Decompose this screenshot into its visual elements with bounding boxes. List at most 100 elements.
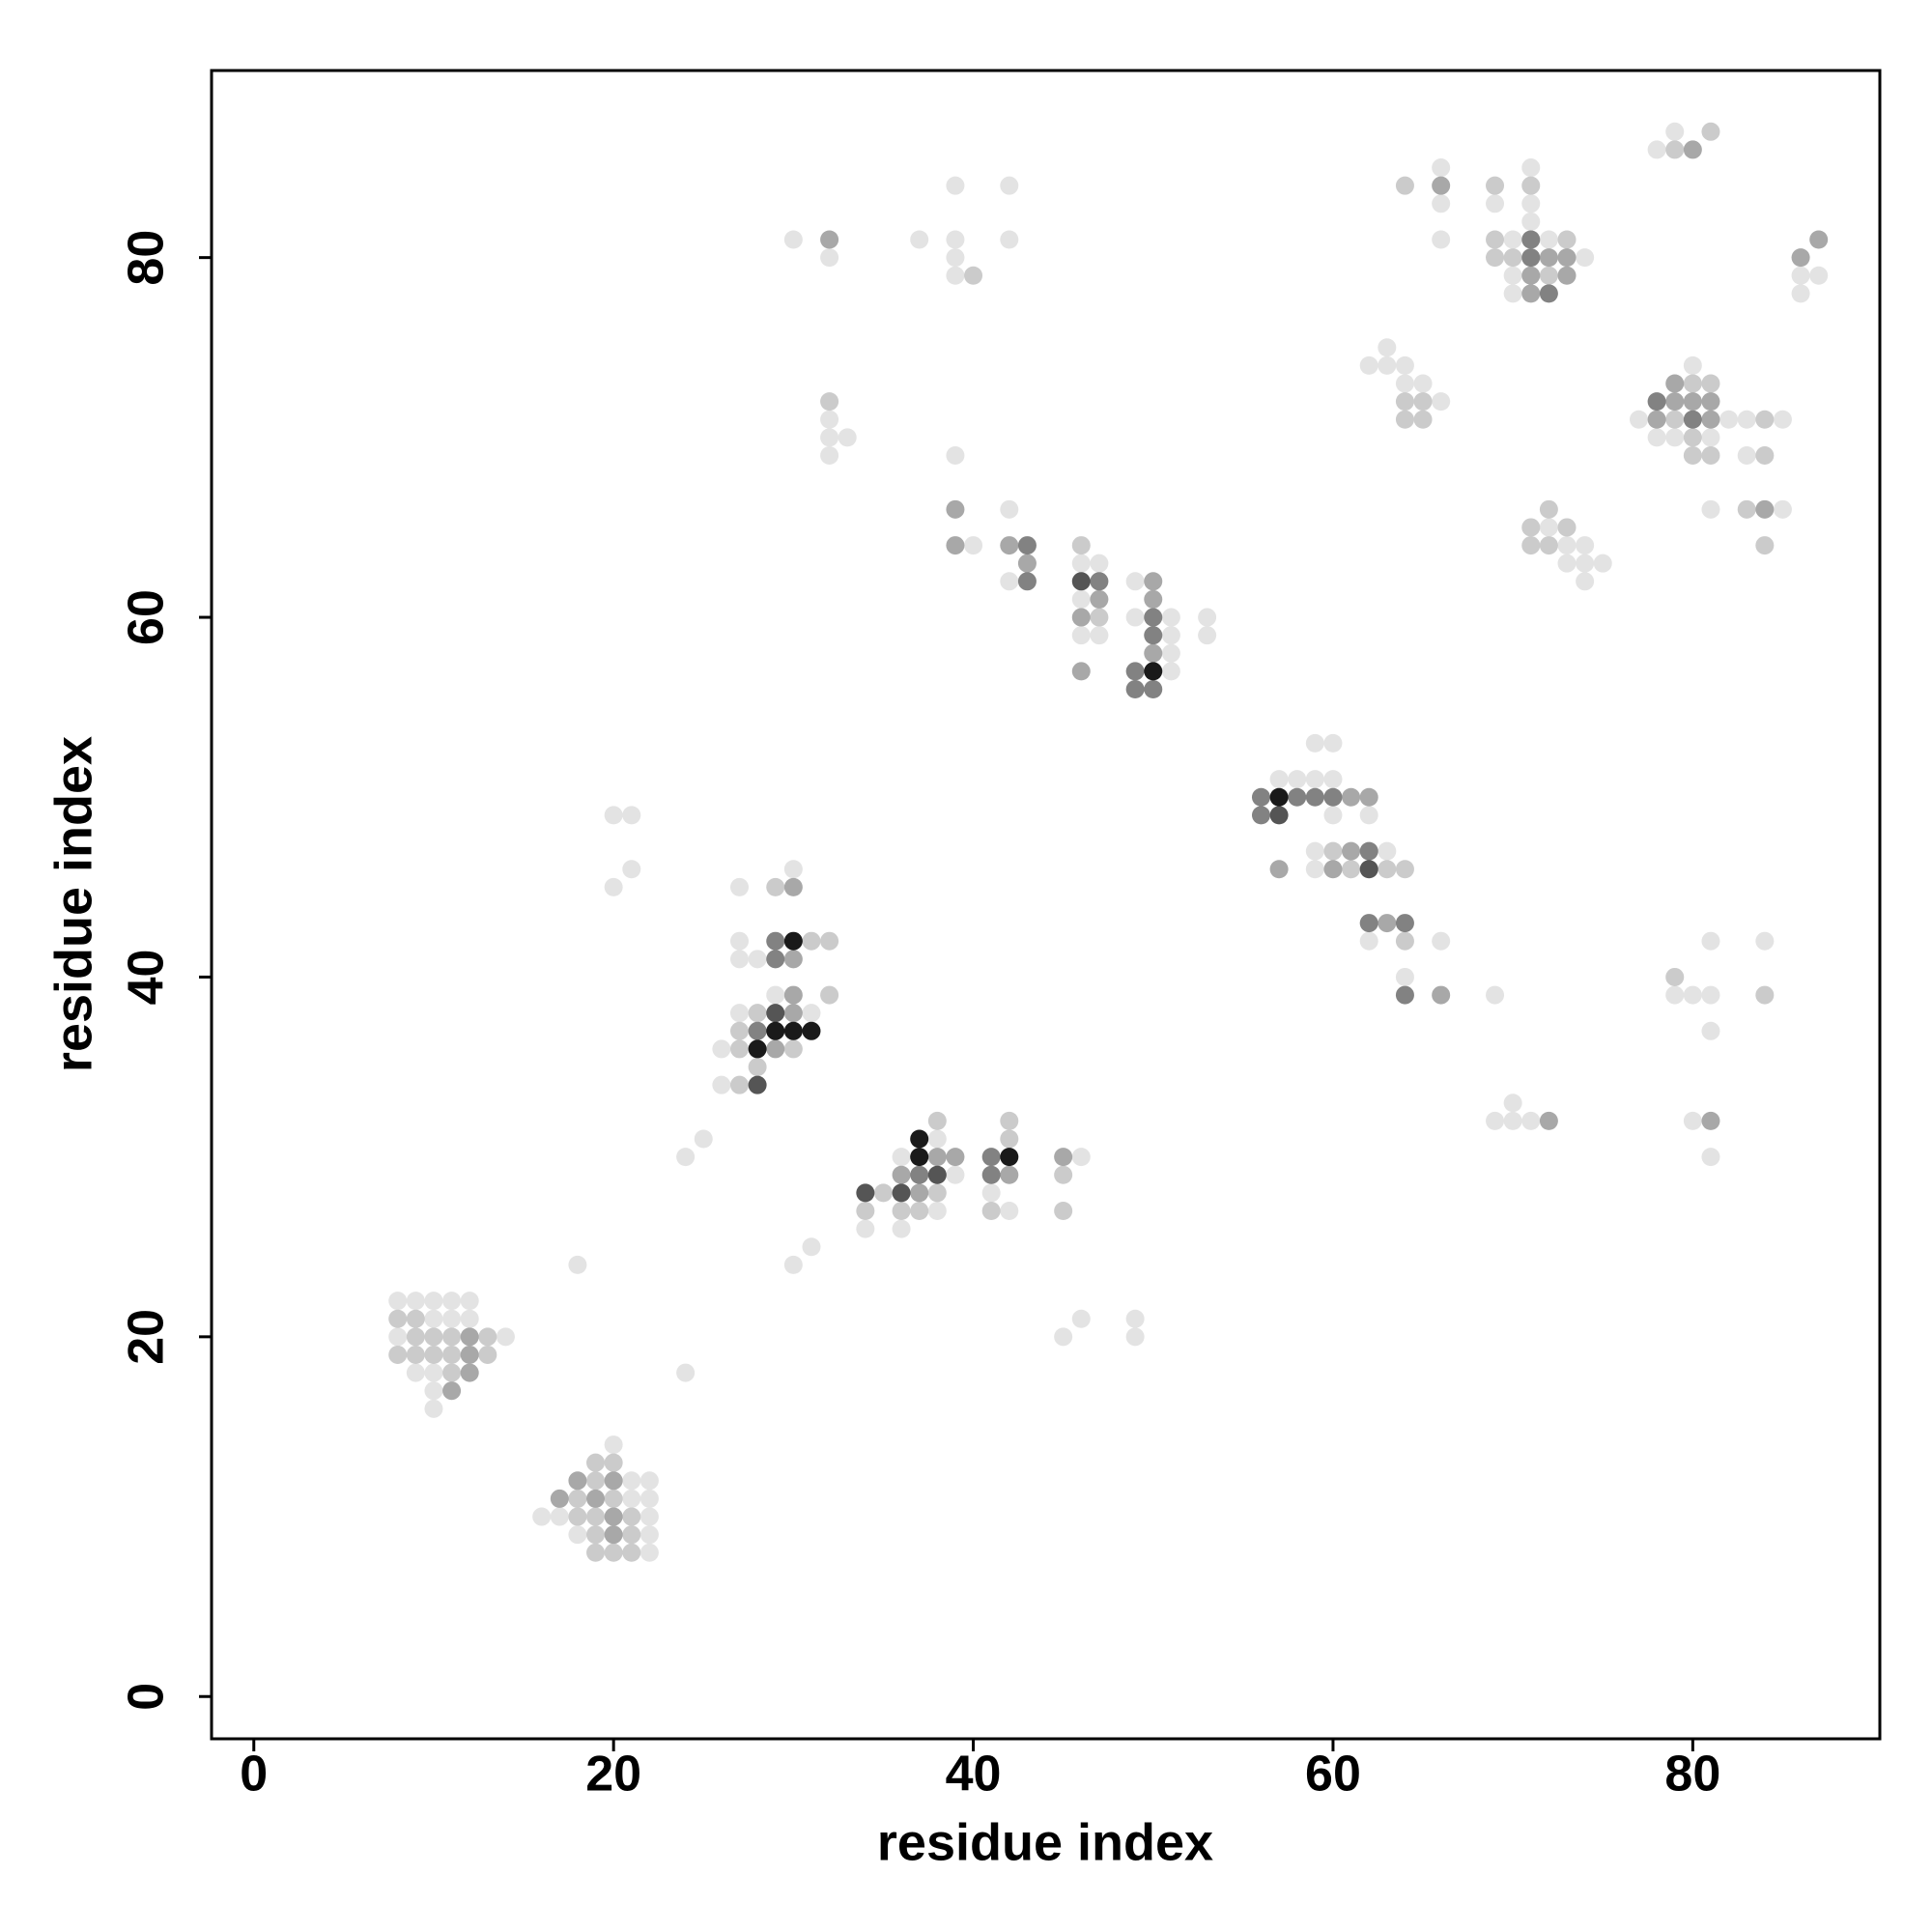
contact-point <box>946 499 965 519</box>
contact-point <box>1395 914 1414 933</box>
contact-point <box>946 230 965 249</box>
contact-point <box>604 806 623 825</box>
contact-point <box>748 1021 767 1040</box>
contact-point <box>910 1129 929 1149</box>
contact-point <box>964 266 983 285</box>
contact-point <box>783 931 803 951</box>
contact-point <box>568 1507 587 1526</box>
contact-point <box>1755 410 1775 429</box>
contact-point <box>604 1453 623 1472</box>
contact-point <box>406 1345 425 1364</box>
contact-point <box>639 1489 659 1508</box>
contact-point <box>1000 1148 1019 1167</box>
contact-point <box>1755 499 1775 519</box>
contact-point <box>676 1148 696 1167</box>
contact-point <box>1413 392 1433 412</box>
contact-point <box>1432 392 1451 412</box>
contact-point <box>1665 374 1685 393</box>
contact-point <box>1593 554 1612 573</box>
contact-point <box>729 950 749 969</box>
contact-point <box>442 1292 462 1311</box>
contact-point <box>586 1525 606 1545</box>
contact-point <box>1000 1111 1019 1130</box>
contact-point <box>1737 445 1756 465</box>
contact-point <box>783 950 803 969</box>
contact-point <box>927 1165 947 1184</box>
contact-point <box>1521 1111 1541 1130</box>
contact-point <box>1413 374 1433 393</box>
contact-point <box>820 985 839 1005</box>
contact-point <box>1071 1309 1091 1328</box>
plot-frame <box>210 69 1882 1741</box>
contact-point <box>568 1255 587 1274</box>
contact-point <box>820 410 839 429</box>
contact-point <box>460 1363 479 1382</box>
contact-point <box>1755 536 1775 555</box>
contact-point <box>1503 230 1522 249</box>
contact-point <box>1557 536 1577 555</box>
contact-point <box>856 1219 875 1238</box>
contact-point <box>783 230 803 249</box>
contact-point <box>1395 176 1414 195</box>
contact-point <box>1125 1327 1145 1347</box>
contact-point <box>694 1129 713 1149</box>
x-tick-label: 20 <box>585 1747 641 1803</box>
contact-point <box>927 1129 947 1149</box>
contact-point <box>639 1507 659 1526</box>
contact-point <box>1701 931 1720 951</box>
contact-point <box>586 1507 606 1526</box>
contact-point <box>1539 1111 1558 1130</box>
contact-point <box>1395 355 1414 375</box>
contact-point <box>1665 428 1685 447</box>
contact-point <box>1378 860 1397 879</box>
contact-point <box>424 1327 443 1347</box>
contact-point <box>820 445 839 465</box>
contact-point <box>1359 841 1378 861</box>
contact-point <box>1395 392 1414 412</box>
contact-point <box>856 1202 875 1221</box>
contact-point <box>802 931 821 951</box>
contact-point <box>1323 841 1343 861</box>
contact-point <box>783 860 803 879</box>
contact-point <box>604 1507 623 1526</box>
contact-point <box>1647 410 1666 429</box>
contact-point <box>1125 572 1145 591</box>
contact-point <box>1071 554 1091 573</box>
contact-point <box>1683 410 1702 429</box>
contact-point <box>1576 536 1595 555</box>
contact-point <box>1701 410 1720 429</box>
y-tick-label: 40 <box>119 950 175 1006</box>
contact-point <box>1665 122 1685 141</box>
contact-point <box>460 1292 479 1311</box>
contact-point <box>1054 1327 1073 1347</box>
contact-point <box>946 536 965 555</box>
contact-point <box>1323 733 1343 753</box>
contact-point <box>388 1327 408 1347</box>
contact-point <box>550 1507 569 1526</box>
contact-point <box>1323 787 1343 807</box>
contact-point <box>424 1381 443 1401</box>
contact-point <box>802 1237 821 1257</box>
contact-point <box>622 1471 641 1491</box>
contact-point <box>892 1202 911 1221</box>
contact-point <box>820 248 839 268</box>
contact-point <box>910 1165 929 1184</box>
contact-point <box>1701 122 1720 141</box>
contact-point <box>1071 626 1091 645</box>
contact-point <box>1017 554 1037 573</box>
contact-point <box>1521 158 1541 178</box>
contact-point <box>910 1183 929 1203</box>
contact-point <box>460 1327 479 1347</box>
contact-point <box>1251 787 1270 807</box>
contact-point <box>1432 931 1451 951</box>
contact-point <box>1557 266 1577 285</box>
contact-point <box>406 1309 425 1328</box>
contact-point <box>568 1471 587 1491</box>
contact-point <box>1378 338 1397 357</box>
contact-point <box>1701 1148 1720 1167</box>
contact-point <box>910 1148 929 1167</box>
contact-point <box>424 1399 443 1418</box>
contact-point <box>1503 266 1522 285</box>
